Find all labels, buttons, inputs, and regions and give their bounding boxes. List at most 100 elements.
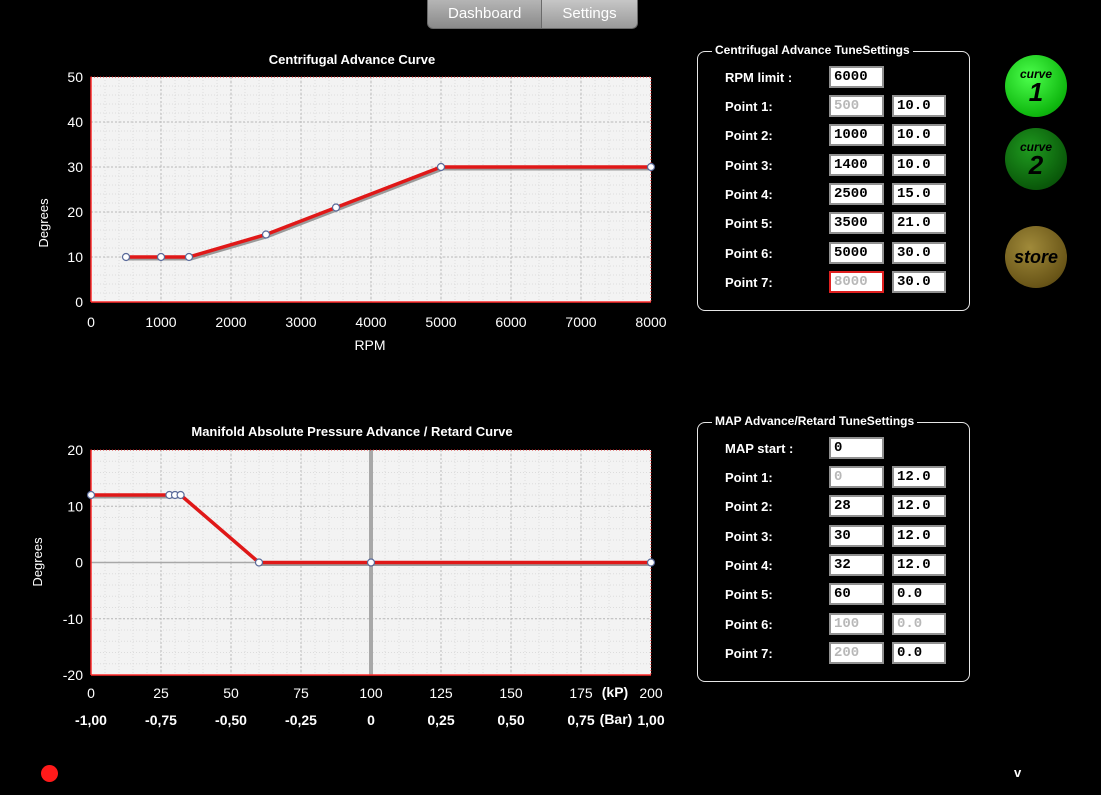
point-row: Point 6: 5000 30.0 bbox=[725, 242, 946, 264]
panel-title: Centrifugal Advance TuneSettings bbox=[712, 43, 913, 57]
y-tick-label: 10 bbox=[67, 498, 83, 514]
point-label: Point 7: bbox=[725, 645, 773, 661]
x-tick-label-bar: 0,75 bbox=[567, 712, 594, 728]
store-button[interactable]: store bbox=[1005, 226, 1067, 288]
data-point bbox=[184, 252, 194, 262]
store-label: store bbox=[1013, 247, 1058, 267]
x-tick-label: 1000 bbox=[145, 314, 176, 330]
data-point bbox=[261, 230, 271, 239]
x-tick-label-kp: 100 bbox=[359, 685, 383, 701]
y-tick-label: 50 bbox=[67, 69, 83, 85]
point-degree-input[interactable]: 21.0 bbox=[892, 212, 946, 234]
y-tick-label: 30 bbox=[67, 159, 83, 175]
y-tick-label: -10 bbox=[63, 611, 83, 627]
tab-bar: Dashboard Settings bbox=[427, 0, 638, 30]
map-settings-panel: MAP Advance/Retard TuneSettings MAP star… bbox=[697, 414, 970, 682]
point-label: Point 1: bbox=[725, 469, 773, 485]
point-map-input[interactable]: 60 bbox=[829, 583, 884, 605]
point-label: Point 6: bbox=[725, 616, 773, 632]
point-rpm-input[interactable]: 1400 bbox=[829, 154, 884, 176]
data-point bbox=[176, 490, 185, 500]
map-start-row: MAP start : 0 bbox=[725, 437, 884, 459]
x-tick-label: 0 bbox=[87, 314, 95, 330]
point-label: Point 4: bbox=[725, 557, 773, 573]
data-point bbox=[86, 490, 96, 500]
map-start-input[interactable]: 0 bbox=[829, 437, 884, 459]
chart-title: Centrifugal Advance Curve bbox=[269, 52, 435, 67]
point-rpm-input[interactable]: 1000 bbox=[829, 124, 884, 146]
point-row: Point 4: 2500 15.0 bbox=[725, 183, 946, 205]
point-map-input: 100 bbox=[829, 613, 884, 635]
point-map-input: 200 bbox=[829, 642, 884, 664]
map-chart: Manifold Absolute Pressure Advance / Ret… bbox=[30, 424, 665, 728]
kp-unit-label: (kP) bbox=[602, 684, 628, 700]
point-degree-input[interactable]: 10.0 bbox=[892, 95, 946, 117]
point-degree-input[interactable]: 12.0 bbox=[892, 525, 946, 547]
y-tick-label: 10 bbox=[67, 249, 83, 265]
x-axis-label: RPM bbox=[354, 337, 385, 353]
status-indicator bbox=[41, 765, 58, 782]
curve-1-button[interactable]: curve 1 bbox=[1005, 55, 1067, 117]
point-map-input: 0 bbox=[829, 466, 884, 488]
point-degree-input[interactable]: 12.0 bbox=[892, 554, 946, 576]
map-start-label: MAP start : bbox=[725, 440, 794, 456]
tab-dashboard[interactable]: Dashboard bbox=[427, 0, 543, 29]
x-tick-label-bar: 1,00 bbox=[637, 712, 664, 728]
point-label: Point 7: bbox=[725, 274, 773, 290]
data-point bbox=[366, 558, 376, 567]
y-axis-label: Degrees bbox=[36, 198, 51, 248]
curve-word: curve bbox=[1019, 67, 1053, 81]
x-tick-label-kp: 50 bbox=[223, 685, 239, 701]
point-degree-input[interactable]: 0.0 bbox=[892, 642, 946, 664]
point-label: Point 4: bbox=[725, 186, 773, 202]
centrifugal-settings-panel: Centrifugal Advance TuneSettings RPM lim… bbox=[697, 43, 970, 311]
rpm-limit-input[interactable]: 6000 bbox=[829, 66, 884, 88]
data-point bbox=[121, 252, 131, 262]
point-degree-input[interactable]: 30.0 bbox=[892, 271, 946, 293]
point-label: Point 3: bbox=[725, 528, 773, 544]
point-rpm-input: 8000 bbox=[829, 271, 884, 293]
x-tick-label-bar: -1,00 bbox=[75, 712, 107, 728]
point-rpm-input: 500 bbox=[829, 95, 884, 117]
point-degree-input[interactable]: 12.0 bbox=[892, 495, 946, 517]
x-tick-label: 6000 bbox=[495, 314, 526, 330]
rpm-limit-row: RPM limit : 6000 bbox=[725, 66, 884, 88]
point-rpm-input[interactable]: 2500 bbox=[829, 183, 884, 205]
point-label: Point 3: bbox=[725, 157, 773, 173]
version-label: v bbox=[1014, 765, 1022, 780]
data-point bbox=[331, 203, 341, 212]
x-tick-label-bar: 0 bbox=[367, 712, 375, 728]
point-degree-input[interactable]: 10.0 bbox=[892, 124, 946, 146]
centrifugal-chart: Centrifugal Advance Curve Degrees RPM 0 1… bbox=[36, 52, 667, 353]
x-tick-label-kp: 0 bbox=[87, 685, 95, 701]
x-tick-label-kp: 150 bbox=[499, 685, 523, 701]
x-tick-label-kp: 25 bbox=[153, 685, 169, 701]
point-row: Point 1: 500 10.0 bbox=[725, 95, 946, 117]
bar-unit-label: (Bar) bbox=[600, 711, 633, 727]
point-row: Point 6: 100 0.0 bbox=[725, 613, 946, 635]
chart-title: Manifold Absolute Pressure Advance / Ret… bbox=[191, 424, 512, 439]
point-degree-input[interactable]: 10.0 bbox=[892, 154, 946, 176]
panel-title: MAP Advance/Retard TuneSettings bbox=[712, 414, 918, 428]
point-row: Point 7: 200 0.0 bbox=[725, 642, 946, 664]
point-rpm-input[interactable]: 5000 bbox=[829, 242, 884, 264]
point-label: Point 5: bbox=[725, 215, 773, 231]
x-tick-label-kp: 75 bbox=[293, 685, 309, 701]
point-map-input[interactable]: 28 bbox=[829, 495, 884, 517]
point-degree-input[interactable]: 15.0 bbox=[892, 183, 946, 205]
tab-settings[interactable]: Settings bbox=[542, 0, 638, 29]
point-degree-input[interactable]: 0.0 bbox=[892, 583, 946, 605]
data-point bbox=[156, 252, 166, 262]
y-tick-label: 0 bbox=[75, 555, 83, 571]
curve-2-button[interactable]: curve 2 bbox=[1005, 128, 1067, 190]
point-degree-input[interactable]: 12.0 bbox=[892, 466, 946, 488]
point-rpm-input[interactable]: 3500 bbox=[829, 212, 884, 234]
x-tick-label: 3000 bbox=[285, 314, 316, 330]
point-row: Point 7: 8000 30.0 bbox=[725, 271, 946, 293]
point-degree-input[interactable]: 30.0 bbox=[892, 242, 946, 264]
y-tick-label: -20 bbox=[63, 667, 83, 683]
data-point bbox=[646, 558, 656, 567]
point-map-input[interactable]: 32 bbox=[829, 554, 884, 576]
y-tick-label: 20 bbox=[67, 442, 83, 458]
point-map-input[interactable]: 30 bbox=[829, 525, 884, 547]
